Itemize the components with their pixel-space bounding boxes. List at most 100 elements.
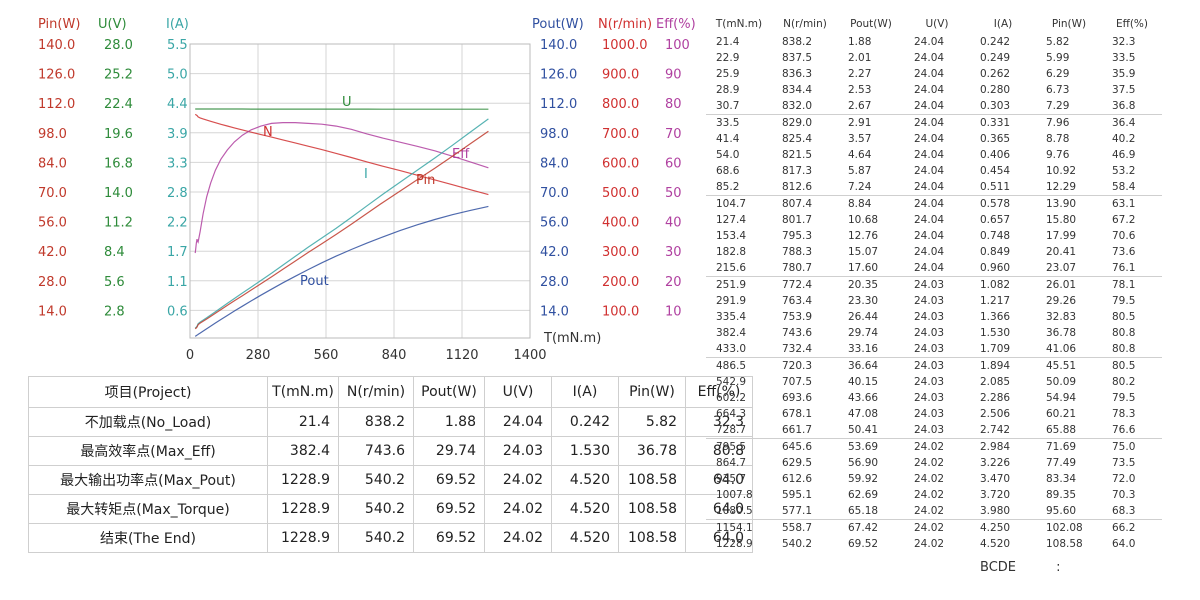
data-row: 1154.1 558.7 67.42 24.02 4.250 102.08 66.2 bbox=[706, 519, 1162, 536]
data-row: 25.9 836.3 2.27 24.04 0.262 6.29 35.9 bbox=[706, 66, 1162, 82]
data-cell: 24.03 bbox=[914, 392, 945, 404]
x-tick-label: 560 bbox=[314, 348, 339, 363]
series-label: U bbox=[342, 95, 352, 110]
data-cell: 104.7 bbox=[706, 195, 772, 212]
summary-header-cell: 项目(Project) bbox=[28, 376, 268, 408]
data-cell: 47.08 bbox=[848, 408, 879, 420]
data-cell: 43.66 bbox=[848, 392, 879, 404]
data-cell: 41.4 bbox=[716, 133, 740, 145]
data-row: 664.3 678.1 47.08 24.03 2.506 60.21 78.3 bbox=[706, 406, 1162, 422]
series-line-n bbox=[194, 113, 489, 196]
footer-separator: : bbox=[1056, 560, 1061, 575]
data-cell: 486.5 bbox=[706, 357, 772, 374]
y-tick-label: 14.0 bbox=[540, 304, 569, 319]
data-cell: 1.366 bbox=[980, 311, 1011, 323]
summary-cell: 1228.9 bbox=[267, 494, 339, 524]
x-tick-label: 0 bbox=[186, 348, 194, 363]
data-cell: 24.04 bbox=[914, 68, 945, 80]
data-cell: 817.3 bbox=[782, 165, 813, 177]
data-cell: 36.64 bbox=[838, 357, 904, 374]
y-axis-title: N(r/min) bbox=[598, 17, 652, 32]
data-cell: 215.6 bbox=[716, 262, 747, 274]
y-tick-label: 42.0 bbox=[38, 245, 67, 260]
y-tick-label: 70.0 bbox=[38, 186, 67, 201]
data-row: 602.2 693.6 43.66 24.03 2.286 54.94 79.5 bbox=[706, 390, 1162, 406]
data-cell: 0.748 bbox=[980, 230, 1011, 242]
data-header-cell: Pout(W) bbox=[850, 18, 892, 30]
data-cell: 2.01 bbox=[848, 52, 872, 64]
data-cell: 24.02 bbox=[914, 457, 945, 469]
data-cell: 1.217 bbox=[980, 295, 1011, 307]
data-cell: 72.0 bbox=[1112, 473, 1136, 485]
y-tick-label: 98.0 bbox=[540, 127, 569, 142]
data-cell: 1007.8 bbox=[716, 489, 753, 501]
y-tick-label: 56.0 bbox=[38, 216, 67, 231]
y-tick-label: 140.0 bbox=[540, 38, 577, 53]
data-cell: 0.960 bbox=[980, 262, 1011, 274]
data-cell: 4.64 bbox=[848, 149, 872, 161]
y-tick-label: 5.6 bbox=[104, 275, 125, 290]
data-cell: 41.06 bbox=[1046, 343, 1077, 355]
y-tick-label: 98.0 bbox=[38, 127, 67, 142]
data-cell: 2.085 bbox=[980, 376, 1011, 388]
data-cell: 10.68 bbox=[848, 214, 879, 226]
data-cell: 83.34 bbox=[1046, 473, 1077, 485]
data-cell: 5.82 bbox=[1046, 36, 1070, 48]
data-row: 251.9 772.4 20.35 24.03 1.082 26.01 78.1 bbox=[706, 276, 1162, 293]
data-cell: 24.04 bbox=[914, 262, 945, 274]
summary-cell: 838.2 bbox=[338, 407, 414, 437]
data-cell: 3.720 bbox=[980, 489, 1011, 501]
data-cell: 24.04 bbox=[914, 36, 945, 48]
summary-cell: 4.520 bbox=[551, 465, 619, 495]
y-tick-label: 20 bbox=[665, 275, 682, 290]
data-cell: 24.04 bbox=[914, 52, 945, 64]
data-cell: 24.03 bbox=[914, 408, 945, 420]
data-cell: 71.69 bbox=[1036, 438, 1102, 455]
data-cell: 678.1 bbox=[782, 408, 813, 420]
data-cell: 75.0 bbox=[1102, 438, 1162, 455]
data-cell: 37.5 bbox=[1112, 84, 1136, 96]
data-row: 21.4 838.2 1.88 24.04 0.242 5.82 32.3 bbox=[706, 34, 1162, 50]
data-cell: 2.742 bbox=[980, 424, 1011, 436]
y-tick-label: 70.0 bbox=[540, 186, 569, 201]
summary-cell: 4.520 bbox=[551, 523, 619, 553]
data-cell: 70.3 bbox=[1112, 489, 1136, 501]
series-line-eff bbox=[194, 122, 489, 254]
data-cell: 23.30 bbox=[848, 295, 879, 307]
data-cell: 1.88 bbox=[848, 36, 872, 48]
data-cell: 127.4 bbox=[716, 214, 747, 226]
y-tick-label: 90 bbox=[665, 68, 682, 83]
data-row: 1228.9 540.2 69.52 24.02 4.520 108.58 64.0 bbox=[706, 536, 1162, 552]
data-cell: 15.80 bbox=[1046, 214, 1077, 226]
performance-chart: 0 280 560 840 1120 1400 T(mN.m) Pin(W) 140.0 126.… bbox=[38, 17, 696, 363]
data-cell: 728.7 bbox=[716, 424, 747, 436]
data-cell: 2.984 bbox=[970, 438, 1036, 455]
y-axis-title: Pin(W) bbox=[38, 17, 80, 32]
y-tick-label: 600.0 bbox=[602, 156, 639, 171]
data-cell: 77.49 bbox=[1046, 457, 1077, 469]
data-cell: 45.51 bbox=[1036, 357, 1102, 374]
data-cell: 17.99 bbox=[1046, 230, 1077, 242]
data-cell: 23.07 bbox=[1046, 262, 1077, 274]
data-cell: 664.3 bbox=[716, 408, 747, 420]
data-cell: 80.8 bbox=[1112, 343, 1136, 355]
data-cell: 0.280 bbox=[980, 84, 1011, 96]
summary-cell: 24.02 bbox=[484, 494, 552, 524]
summary-cell: 32.3 bbox=[685, 407, 753, 437]
data-cell: 26.01 bbox=[1036, 276, 1102, 293]
data-cell: 65.88 bbox=[1046, 424, 1077, 436]
y-tick-label: 800.0 bbox=[602, 97, 639, 112]
data-cell: 24.03 bbox=[914, 311, 945, 323]
y-tick-label: 140.0 bbox=[38, 38, 75, 53]
data-cell: 3.470 bbox=[980, 473, 1011, 485]
data-header-row: T(mN.m) N(r/min) Pout(W) U(V) I(A) Pin(W) Eff(… bbox=[706, 14, 1162, 34]
data-cell: 26.44 bbox=[848, 311, 879, 323]
x-tick-label: 1400 bbox=[513, 348, 546, 363]
summary-header-cell: U(V) bbox=[484, 376, 552, 408]
data-cell: 40.15 bbox=[848, 376, 879, 388]
data-row: 85.2 812.6 7.24 24.04 0.511 12.29 58.4 bbox=[706, 179, 1162, 196]
data-row: 182.8 788.3 15.07 24.04 0.849 20.41 73.6 bbox=[706, 244, 1162, 260]
data-cell: 2.53 bbox=[848, 84, 872, 96]
data-cell: 837.5 bbox=[782, 52, 813, 64]
data-cell: 24.04 bbox=[914, 165, 945, 177]
